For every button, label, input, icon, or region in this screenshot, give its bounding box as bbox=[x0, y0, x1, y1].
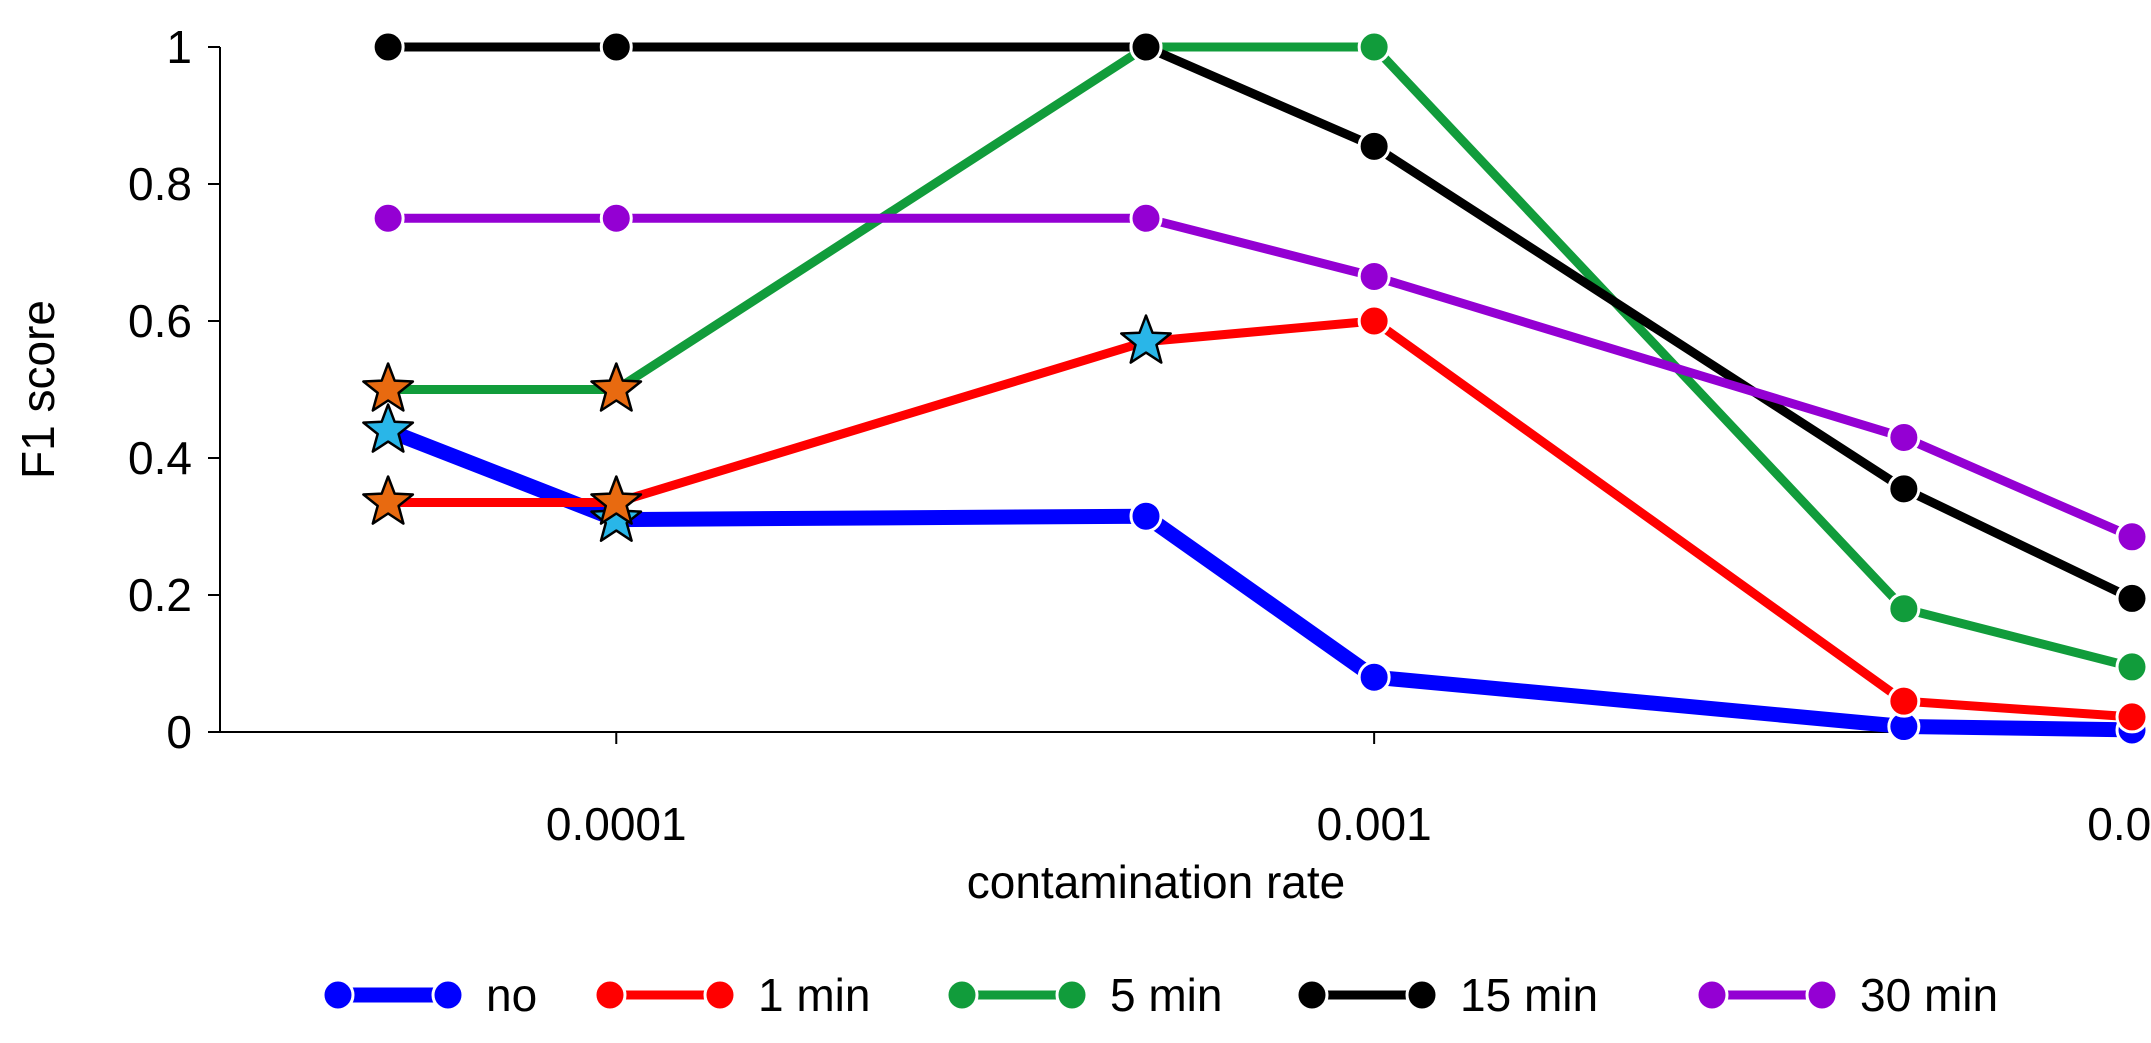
legend-label-no: no bbox=[486, 969, 537, 1021]
data-star-1-min bbox=[1120, 314, 1172, 364]
data-point-1-min bbox=[1357, 304, 1391, 338]
data-star-1-min bbox=[590, 475, 643, 525]
data-star-5-min bbox=[590, 362, 643, 412]
data-point-15-min bbox=[1887, 472, 1921, 506]
data-point-no bbox=[1357, 660, 1391, 694]
data-point-30-min bbox=[371, 201, 405, 235]
x-tick-label: 0.01 bbox=[2087, 798, 2151, 850]
axes: 0 0.2 0.4 0.6 0.8 1 0.0001 0.001 0.01 contaminati… bbox=[12, 21, 2151, 908]
legend-marker-15-min bbox=[1295, 978, 1329, 1012]
y-tick-label: 0.8 bbox=[128, 158, 192, 210]
y-tick-label: 0 bbox=[166, 706, 192, 758]
data-point-5-min bbox=[1887, 592, 1921, 626]
data-point-1-min bbox=[2115, 700, 2149, 734]
legend-label-1-min: 1 min bbox=[758, 969, 870, 1021]
legend-marker-no bbox=[431, 978, 465, 1012]
legend: no 1 min 5 min 15 min 30 min bbox=[321, 969, 1998, 1021]
data-point-15-min bbox=[1129, 30, 1163, 64]
data-point-15-min bbox=[599, 30, 633, 64]
y-tick-label: 0.4 bbox=[128, 432, 192, 484]
series-line-15-min bbox=[383, 42, 2137, 603]
legend-label-15-min: 15 min bbox=[1460, 969, 1598, 1021]
legend-label-30-min: 30 min bbox=[1860, 969, 1998, 1021]
legend-marker-30-min bbox=[1695, 978, 1729, 1012]
data-star-no bbox=[590, 492, 643, 542]
data-star-5-min bbox=[362, 362, 415, 412]
data-point-5-min bbox=[2115, 650, 2149, 684]
data-point-30-min bbox=[2115, 520, 2149, 554]
data-point-30-min bbox=[1357, 259, 1391, 293]
data-point-15-min bbox=[1357, 129, 1391, 163]
legend-marker-1-min bbox=[593, 978, 627, 1012]
series-line-30-min bbox=[383, 213, 2137, 542]
y-axis-title: F1 score bbox=[12, 300, 64, 479]
legend-marker-5-min bbox=[1055, 978, 1089, 1012]
data-point-15-min bbox=[371, 30, 405, 64]
legend-marker-15-min bbox=[1405, 978, 1439, 1012]
legend-marker-5-min bbox=[945, 978, 979, 1012]
series-line-no bbox=[380, 423, 2140, 738]
data-point-30-min bbox=[1129, 201, 1163, 235]
y-tick-label: 0.2 bbox=[128, 569, 192, 621]
legend-marker-no bbox=[321, 978, 355, 1012]
data-point-5-min bbox=[1357, 30, 1391, 64]
x-tick-label: 0.001 bbox=[1317, 798, 1432, 850]
data-point-no bbox=[1129, 499, 1163, 533]
data-point-15-min bbox=[2115, 581, 2149, 615]
y-tick-label: 0.6 bbox=[128, 295, 192, 347]
data-point-30-min bbox=[599, 201, 633, 235]
series-line-5-min bbox=[383, 42, 2137, 672]
series-lines bbox=[380, 42, 2140, 738]
data-point-30-min bbox=[1887, 420, 1921, 454]
x-axis-title: contamination rate bbox=[967, 856, 1345, 908]
legend-marker-30-min bbox=[1805, 978, 1839, 1012]
data-point-1-min bbox=[1887, 684, 1921, 718]
series-line-1-min bbox=[383, 316, 2137, 722]
data-star-1-min bbox=[362, 475, 415, 525]
legend-label-5-min: 5 min bbox=[1110, 969, 1222, 1021]
series-markers bbox=[362, 30, 2149, 747]
y-tick-label: 1 bbox=[166, 21, 192, 73]
x-tick-label: 0.0001 bbox=[546, 798, 687, 850]
legend-marker-1-min bbox=[703, 978, 737, 1012]
data-star-no bbox=[362, 403, 415, 453]
